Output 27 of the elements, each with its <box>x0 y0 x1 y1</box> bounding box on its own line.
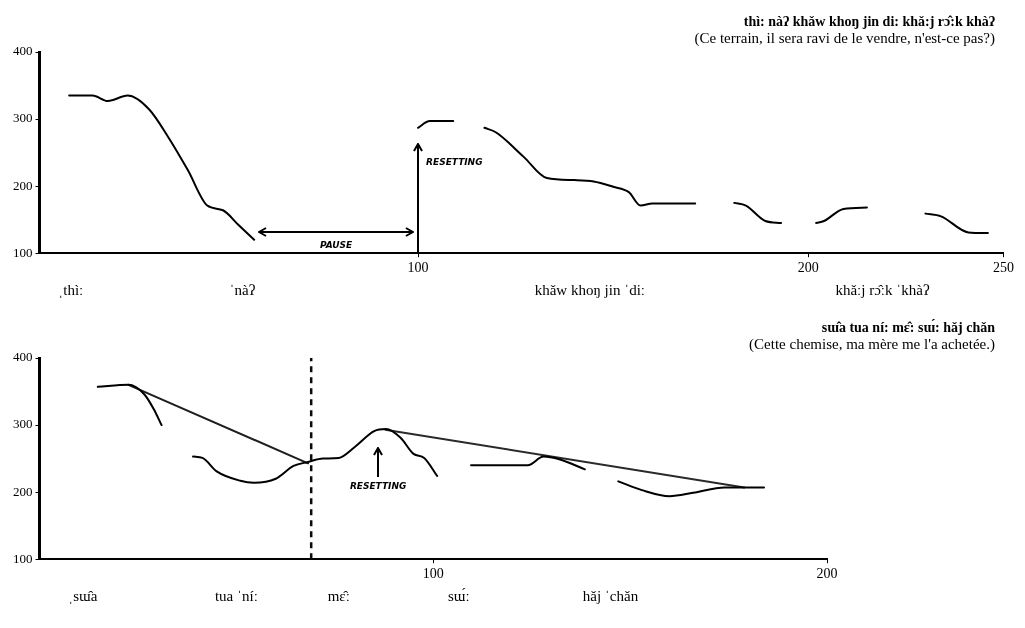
annotation: RESETTING <box>349 480 407 491</box>
text: mɛ̂ː <box>327 588 350 605</box>
y-tick-label: 200 <box>13 483 33 499</box>
y-tick-label: 400 <box>13 349 33 365</box>
text: tua ˈníː <box>214 588 258 605</box>
annotation: RESETTING <box>426 156 483 167</box>
text: ˌthìː <box>58 282 84 299</box>
text: sɯ́ː <box>448 588 470 605</box>
text: sɯ̂a tua ní: mɛ̂: sɯ́: hǎj chǎn <box>821 319 996 335</box>
text: (Cette chemise, ma mère me l'a achetée.) <box>749 336 995 353</box>
y-tick-label: 300 <box>13 110 33 126</box>
chart-title: thì: nàʔ khǎw khoŋ jin di: khǎ:j rɔ̂:k khàʔ <box>743 14 995 29</box>
y-tick-label: 300 <box>13 416 33 432</box>
text: hǎj ˈchǎn <box>582 588 639 605</box>
x-tick-label: 200 <box>797 260 819 276</box>
text: khǎw khoŋ jin ˈdiː <box>534 282 645 299</box>
y-tick-label: 400 <box>13 43 33 59</box>
y-tick-label: 100 <box>13 244 33 260</box>
text: khǎːj rɔ̂ːk ˈkhàʔ <box>835 282 930 299</box>
y-tick-label: 200 <box>13 177 33 193</box>
x-tick-label: 250 <box>993 260 1014 276</box>
chart-subtitle: (Ce terrain, il sera ravi de le vendre, n'est-ce pas?) <box>694 30 995 47</box>
y-tick-label: 100 <box>13 550 33 566</box>
annotation: PAUSE <box>319 240 354 251</box>
text: ˈnàʔ <box>229 282 256 299</box>
x-tick-label: 100 <box>407 260 429 276</box>
text: ˌsɯ̂a <box>68 588 98 605</box>
